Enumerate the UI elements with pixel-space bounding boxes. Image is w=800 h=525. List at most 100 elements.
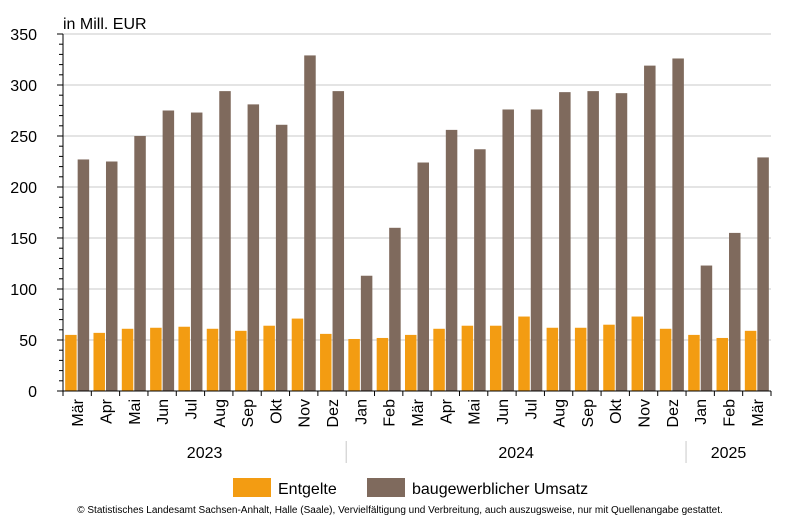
x-tick-label: Apr bbox=[438, 398, 455, 424]
bar-umsatz bbox=[417, 162, 429, 391]
x-tick-label: Dez bbox=[665, 399, 682, 427]
x-tick-label: Feb bbox=[382, 399, 399, 427]
y-tick-label: 250 bbox=[10, 129, 37, 146]
x-tick-label: Mai bbox=[467, 399, 484, 425]
bar-umsatz bbox=[559, 92, 571, 391]
bar-entgelte bbox=[489, 325, 502, 391]
bar-umsatz bbox=[587, 91, 599, 392]
x-tick-label: Apr bbox=[98, 398, 115, 424]
bar-entgelte bbox=[518, 316, 530, 391]
bar-entgelte bbox=[291, 318, 304, 391]
y-tick-label: 100 bbox=[10, 282, 37, 299]
bar-umsatz bbox=[190, 112, 203, 391]
bar-entgelte bbox=[716, 337, 729, 391]
x-tick-label: Feb bbox=[722, 399, 739, 427]
bar-umsatz bbox=[389, 227, 401, 391]
year-label: 2024 bbox=[498, 445, 534, 462]
x-tick-label: Mär bbox=[750, 398, 767, 426]
bar-entgelte bbox=[744, 330, 757, 391]
bar-entgelte bbox=[121, 328, 134, 391]
bar-entgelte bbox=[546, 327, 559, 391]
gridlines bbox=[63, 33, 771, 341]
x-tick-label: Jun bbox=[495, 399, 512, 425]
x-tick-label: Jun bbox=[155, 399, 172, 425]
bar-umsatz bbox=[644, 65, 656, 392]
y-tick-label: 300 bbox=[10, 78, 37, 95]
x-tick-label: Jan bbox=[693, 399, 710, 425]
bar-entgelte bbox=[320, 333, 332, 391]
x-tick-label: Nov bbox=[297, 399, 314, 427]
year-label: 2025 bbox=[711, 445, 747, 462]
bar-entgelte bbox=[433, 328, 445, 391]
y-unit-label: in Mill. EUR bbox=[63, 16, 147, 33]
y-tick-label: 200 bbox=[10, 180, 37, 197]
y-axis-minor-ticks bbox=[57, 33, 63, 392]
bar-entgelte bbox=[235, 330, 247, 391]
y-tick-label: 0 bbox=[28, 384, 37, 401]
bar-entgelte bbox=[405, 334, 417, 391]
bar-umsatz bbox=[275, 124, 288, 391]
bar-umsatz bbox=[77, 159, 90, 391]
x-tick-label: Jan bbox=[353, 399, 370, 425]
bar-entgelte bbox=[603, 324, 615, 391]
bars bbox=[65, 55, 769, 392]
x-tick-label: Okt bbox=[608, 398, 625, 423]
x-tick-label: Mai bbox=[127, 399, 144, 425]
bar-entgelte bbox=[688, 334, 700, 391]
bar-umsatz bbox=[615, 93, 628, 391]
bar-entgelte bbox=[65, 334, 77, 391]
legend-swatch bbox=[367, 478, 405, 497]
legend-swatch bbox=[233, 478, 271, 497]
x-tick-label: Sep bbox=[240, 399, 257, 428]
bar-entgelte bbox=[150, 327, 162, 391]
bar-entgelte bbox=[206, 328, 219, 391]
y-tick-label: 350 bbox=[10, 27, 37, 44]
year-label: 2023 bbox=[187, 445, 223, 462]
bar-umsatz bbox=[672, 58, 684, 391]
bar-umsatz bbox=[304, 55, 316, 392]
x-tick-label: Aug bbox=[552, 399, 569, 427]
x-tick-label: Mär bbox=[410, 398, 427, 426]
y-tick-label: 50 bbox=[19, 333, 37, 350]
bar-umsatz bbox=[105, 161, 118, 391]
x-tick-label: Mär bbox=[70, 398, 87, 426]
bar-entgelte bbox=[659, 328, 672, 391]
bar-entgelte bbox=[348, 338, 360, 391]
y-tick-labels: 0 50 100 150 200 250 300 350 bbox=[10, 27, 37, 401]
axes bbox=[62, 34, 772, 396]
bar-umsatz bbox=[502, 109, 514, 391]
bar-umsatz bbox=[700, 265, 713, 391]
x-tick-label: Nov bbox=[637, 399, 654, 427]
x-tick-label: Aug bbox=[212, 399, 229, 427]
year-group-labels: 2023 2024 2025 bbox=[187, 441, 747, 463]
bar-umsatz bbox=[729, 232, 741, 391]
bar-entgelte bbox=[461, 325, 474, 391]
y-tick-label: 150 bbox=[10, 231, 37, 248]
legend: Entgelte baugewerblicher Umsatz bbox=[233, 478, 588, 498]
bar-umsatz bbox=[474, 149, 486, 391]
bar-umsatz bbox=[134, 136, 146, 391]
bar-umsatz bbox=[332, 91, 345, 392]
bar-umsatz bbox=[162, 110, 175, 391]
bar-entgelte bbox=[178, 326, 190, 391]
bar-entgelte bbox=[376, 337, 389, 391]
bar-umsatz bbox=[219, 91, 231, 392]
bar-umsatz bbox=[530, 109, 543, 391]
x-tick-label: Dez bbox=[325, 399, 342, 427]
x-tick-labels: Mär Apr Mai Jun Jul Aug Sep Okt Nov Dez Jan Feb Mär A… bbox=[70, 398, 767, 427]
bar-entgelte bbox=[263, 325, 275, 391]
bar-umsatz bbox=[247, 104, 260, 391]
legend-label: baugewerblicher Umsatz bbox=[412, 481, 588, 498]
x-tick-label: Jul bbox=[523, 399, 540, 419]
copyright-notice: © Statistisches Landesamt Sachsen-Anhalt… bbox=[77, 505, 723, 516]
x-tick-label: Sep bbox=[580, 399, 597, 428]
legend-label: Entgelte bbox=[278, 481, 337, 498]
x-tick-label: Okt bbox=[268, 398, 285, 423]
x-tick-label: Jul bbox=[183, 399, 200, 419]
bar-entgelte bbox=[574, 327, 587, 391]
bar-entgelte bbox=[93, 332, 105, 391]
bar-entgelte bbox=[631, 316, 644, 391]
bar-umsatz bbox=[360, 275, 373, 391]
bar-umsatz bbox=[445, 129, 458, 391]
